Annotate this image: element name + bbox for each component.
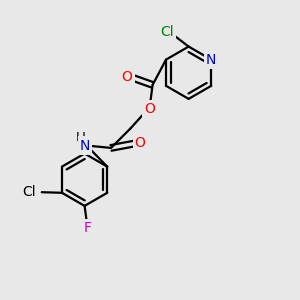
Text: O: O	[122, 70, 133, 84]
Text: O: O	[135, 136, 146, 150]
Text: N: N	[80, 139, 90, 152]
Text: Cl: Cl	[22, 184, 36, 199]
Text: H: H	[76, 131, 85, 144]
Text: Cl: Cl	[160, 25, 174, 39]
Text: F: F	[84, 221, 92, 235]
Text: O: O	[144, 102, 155, 116]
Text: N: N	[206, 52, 217, 67]
